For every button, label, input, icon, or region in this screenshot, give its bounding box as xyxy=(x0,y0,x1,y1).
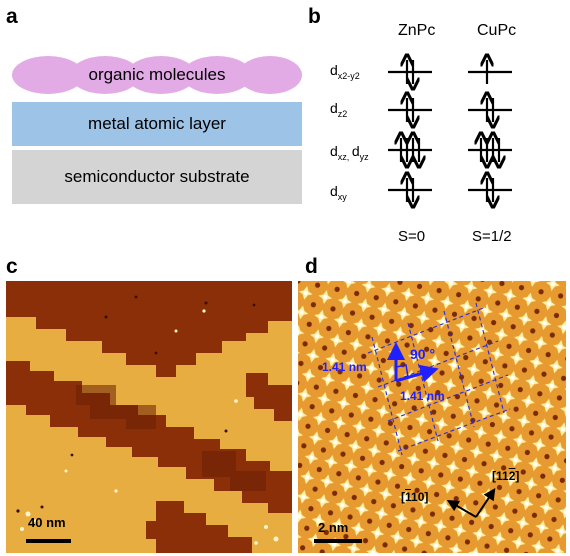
orbital-label-dxz-dyz: dxz, dyz xyxy=(330,143,369,162)
scalebar-label-d: 2 nm xyxy=(318,520,349,535)
spin-label-znpc: S=0 xyxy=(398,228,426,245)
stm-image-molecular-lattice xyxy=(298,281,566,553)
orbital-label-dxy: dxy xyxy=(330,183,347,202)
orbital-label-dx2y2: dx2-y2 xyxy=(330,62,360,81)
panel-letter-b: b xyxy=(308,5,321,28)
orbital-label-dz2: dz2 xyxy=(330,100,348,119)
angle-label: 90 ° xyxy=(410,346,436,362)
lattice-label-x: 1.41 nm xyxy=(322,360,367,374)
direction-label-112: [112] xyxy=(492,469,520,483)
scalebar-label-c: 40 nm xyxy=(28,515,66,530)
direction-label-110: [110] xyxy=(401,490,429,504)
molecule-label-znpc: ZnPc xyxy=(398,22,436,39)
energy-level-diagram xyxy=(388,50,512,220)
stm-image-large-scale xyxy=(6,281,292,553)
semiconductor-substrate-layer: semiconductor substrate xyxy=(12,150,302,204)
molecule-ellipse xyxy=(238,56,302,94)
lattice-label-y: 1.41 nm xyxy=(400,389,445,403)
organic-molecules-label: organic molecules xyxy=(88,65,226,84)
spin-label-cupc: S=1/2 xyxy=(472,228,512,245)
panel-letter-d: d xyxy=(305,255,318,278)
metal-atomic-layer: metal atomic layer xyxy=(12,102,302,146)
panel-letter-a: a xyxy=(6,5,18,28)
molecule-label-cupc: CuPc xyxy=(477,22,517,39)
panel-letter-c: c xyxy=(6,255,18,278)
